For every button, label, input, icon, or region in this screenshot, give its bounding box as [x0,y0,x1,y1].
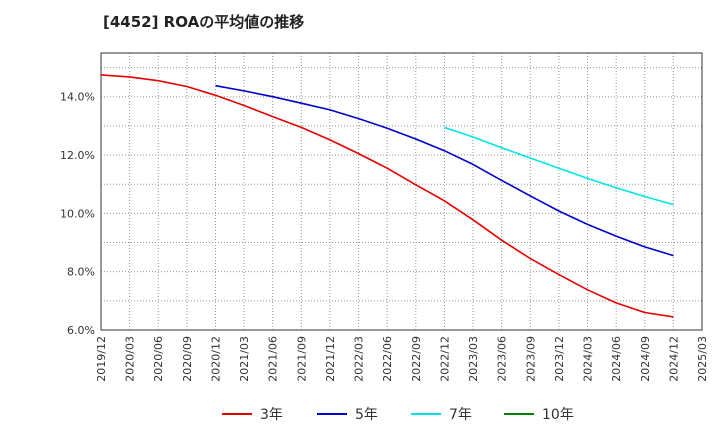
chart-title: [4452] ROAの平均値の推移 [103,13,305,31]
y-tick-label: 14.0% [60,91,95,104]
x-tick-label: 2022/03 [353,336,366,382]
x-tick-label: 2022/09 [410,336,423,382]
legend-label: 7年 [449,407,472,423]
x-tick-label: 2021/03 [238,336,251,382]
series-line-3年 [100,74,674,318]
x-tick-label: 2024/03 [582,336,595,382]
x-tick-label: 2020/12 [209,336,222,382]
plot-frame [100,52,703,331]
legend-label: 5年 [355,407,378,423]
y-tick-label: 6.0% [67,324,95,337]
x-tick-label: 2024/12 [667,336,680,382]
x-tick-label: 2020/03 [124,336,137,382]
x-tick-label: 2024/06 [610,336,623,382]
x-tick-label: 2023/03 [467,336,480,382]
legend-label: 10年 [542,407,574,423]
x-tick-label: 2021/12 [324,336,337,382]
y-tick-label: 8.0% [67,266,95,279]
x-tick-label: 2020/06 [152,336,165,382]
y-tick-label: 12.0% [60,149,95,162]
y-axis-ticks: 6.0% 8.0% 10.0% 12.0% 14.0% [60,91,95,337]
series-line-7年 [444,126,674,206]
series-line-5年 [215,84,674,257]
x-tick-label: 2023/06 [496,336,509,382]
x-tick-label: 2019/12 [95,336,108,382]
y-tick-label: 10.0% [60,207,95,220]
legend-label: 3年 [260,407,283,423]
x-tick-label: 2023/12 [553,336,566,382]
x-tick-label: 2024/09 [639,336,652,382]
x-tick-label: 2021/06 [267,336,280,382]
x-tick-label: 2021/09 [295,336,308,382]
x-tick-label: 2023/09 [524,336,537,382]
x-tick-label: 2025/03 [696,336,709,382]
legend: 3年 5年 7年 10年 [222,407,574,423]
series-layer [100,74,674,318]
x-tick-label: 2022/12 [438,336,451,382]
x-axis-ticks: 2019/12 2020/03 2020/06 2020/09 2020/12 2021/… [95,336,709,382]
x-tick-label: 2022/06 [381,336,394,382]
x-tick-label: 2020/09 [181,336,194,382]
grid [101,53,702,330]
